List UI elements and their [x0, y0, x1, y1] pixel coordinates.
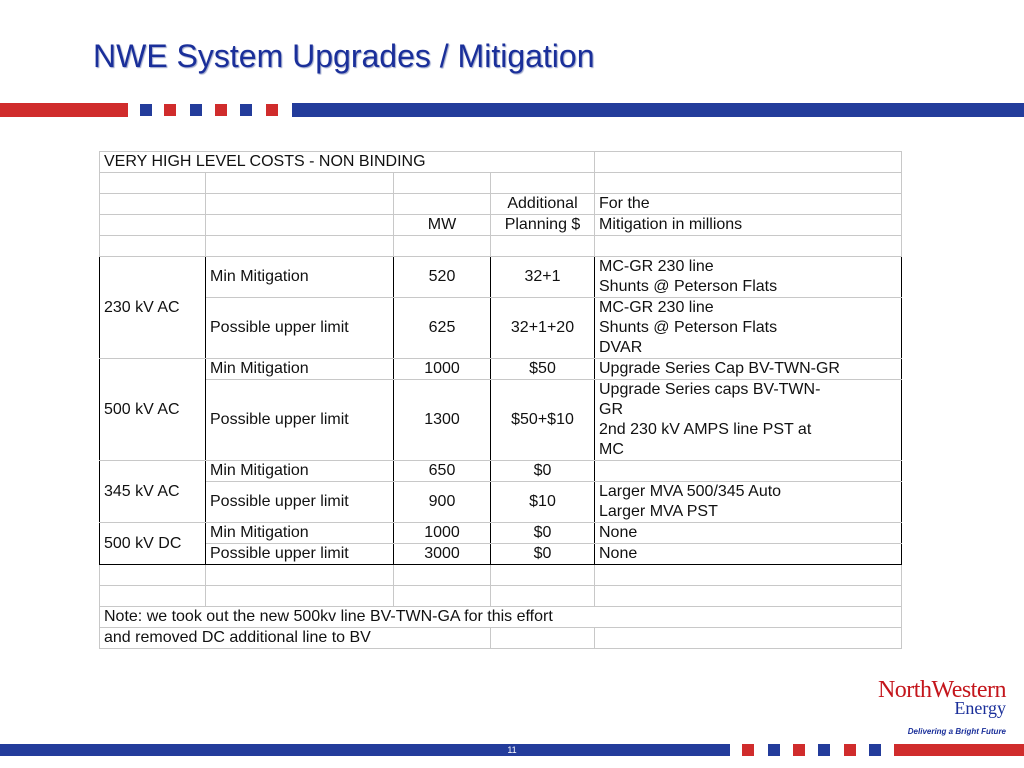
table-row: Note: we took out the new 500kv line BV-…: [99, 606, 902, 628]
footer-red-bar: [894, 744, 1024, 756]
mw-cell: 3000: [393, 543, 491, 565]
header-square: [240, 104, 252, 116]
note-text: and removed DC additional line to BV: [99, 627, 491, 649]
notes-cell: MC-GR 230 line Shunts @ Peterson Flats D…: [594, 297, 902, 359]
footer-square: [793, 744, 805, 756]
note-line: 2nd 230 kV AMPS line PST at: [599, 421, 812, 438]
table-row: 230 kV AC Min Mitigation 520 32+1 MC-GR …: [99, 256, 902, 359]
cost-cell: $0: [490, 543, 595, 565]
level-cell: Min Mitigation: [205, 358, 394, 380]
table-row: 500 kV AC Min Mitigation 1000 $50 Upgrad…: [99, 358, 902, 461]
table-row: [99, 235, 902, 257]
logo-tagline: Delivering a Bright Future: [907, 727, 1006, 736]
col-planning-line1: Additional: [490, 193, 595, 215]
note-line: MC-GR 230 line: [599, 258, 714, 275]
table-row: 345 kV AC Min Mitigation 650 $0: [99, 460, 902, 523]
mw-cell: 1000: [393, 358, 491, 380]
note-line: Shunts @ Peterson Flats: [599, 278, 778, 295]
table-row: [99, 585, 902, 607]
cost-cell: $0: [490, 460, 595, 482]
table-row: Possible upper limit 625 32+1+20 MC-GR 2…: [100, 297, 902, 359]
footer-square: [844, 744, 856, 756]
header-square: [164, 104, 176, 116]
mw-cell: 1300: [393, 379, 491, 461]
voltage-label: 345 kV AC: [99, 460, 206, 523]
table-row: Possible upper limit 3000 $0 None: [100, 543, 902, 565]
note-line: Upgrade Series caps BV-TWN-: [599, 381, 821, 398]
notes-cell: None: [594, 543, 902, 565]
footer-square: [818, 744, 830, 756]
table-row: Possible upper limit 1300 $50+$10 Upgrad…: [100, 379, 902, 461]
notes-cell: Upgrade Series caps BV-TWN- GR 2nd 230 k…: [594, 379, 902, 461]
note-line: MC: [599, 441, 624, 458]
logo-name: NorthWestern: [877, 677, 1007, 703]
table-row: VERY HIGH LEVEL COSTS - NON BINDING: [99, 151, 902, 173]
header-square: [190, 104, 202, 116]
company-logo: NorthWestern Energy Delivering a Bright …: [877, 677, 1007, 736]
note-line: GR: [599, 401, 623, 418]
logo-sub: Energy: [954, 698, 1006, 718]
level-cell: Possible upper limit: [205, 481, 394, 523]
footer-square: [742, 744, 754, 756]
table-header-text: VERY HIGH LEVEL COSTS - NON BINDING: [99, 151, 595, 173]
table-row: and removed DC additional line to BV: [99, 627, 902, 649]
note-line: MC-GR 230 line: [599, 299, 714, 316]
table-row: MW Planning $ Mitigation in millions: [99, 214, 902, 236]
notes-cell: Upgrade Series Cap BV-TWN-GR: [594, 358, 902, 380]
level-cell: Min Mitigation: [205, 460, 394, 482]
voltage-label: 500 kV AC: [99, 358, 206, 461]
notes-cell: None: [594, 522, 902, 544]
cost-cell: $10: [490, 481, 595, 523]
cost-cell: $0: [490, 522, 595, 544]
col-for-line1: For the: [594, 193, 902, 215]
cost-cell: 32+1: [490, 256, 595, 298]
mw-cell: 900: [393, 481, 491, 523]
mw-cell: 1000: [393, 522, 491, 544]
col-mw: MW: [393, 214, 491, 236]
page-number: 11: [507, 745, 517, 755]
table-row: [99, 564, 902, 586]
level-cell: Min Mitigation: [205, 256, 394, 298]
col-planning-line2: Planning $: [490, 214, 595, 236]
note-line: Shunts @ Peterson Flats: [599, 319, 778, 336]
cost-cell: $50+$10: [490, 379, 595, 461]
mw-cell: 520: [393, 256, 491, 298]
table-row: Additional For the: [99, 193, 902, 215]
note-line: DVAR: [599, 339, 643, 356]
mw-cell: 650: [393, 460, 491, 482]
note-line: Upgrade Series Cap BV-TWN-GR: [599, 360, 840, 377]
header-red-bar: [0, 103, 128, 117]
table-row: [99, 172, 902, 194]
table-row: Possible upper limit 900 $10 Larger MVA …: [100, 481, 902, 523]
footer-blue-bar: [0, 744, 730, 756]
note-line: Larger MVA PST: [599, 503, 718, 520]
notes-cell: Larger MVA 500/345 Auto Larger MVA PST: [594, 481, 902, 523]
cost-cell: $50: [490, 358, 595, 380]
notes-cell: MC-GR 230 line Shunts @ Peterson Flats: [594, 256, 902, 298]
header-square: [140, 104, 152, 116]
footer-square: [869, 744, 881, 756]
header-blue-bar: [292, 103, 1024, 117]
mw-cell: 625: [393, 297, 491, 359]
cost-cell: 32+1+20: [490, 297, 595, 359]
footer-square: [768, 744, 780, 756]
note-line: Larger MVA 500/345 Auto: [599, 483, 782, 500]
level-cell: Possible upper limit: [205, 543, 394, 565]
col-for-line2: Mitigation in millions: [594, 214, 902, 236]
level-cell: Possible upper limit: [205, 297, 394, 359]
header-square: [215, 104, 227, 116]
slide-title: NWE System Upgrades / Mitigation: [93, 38, 595, 74]
level-cell: Possible upper limit: [205, 379, 394, 461]
voltage-label: 230 kV AC: [99, 256, 206, 359]
costs-table: VERY HIGH LEVEL COSTS - NON BINDING Addi…: [99, 151, 902, 649]
level-cell: Min Mitigation: [205, 522, 394, 544]
notes-cell: [594, 460, 902, 482]
voltage-label: 500 kV DC: [99, 522, 206, 565]
table-row: 500 kV DC Min Mitigation 1000 $0 None: [99, 522, 902, 565]
note-text: Note: we took out the new 500kv line BV-…: [99, 606, 902, 628]
header-square: [266, 104, 278, 116]
